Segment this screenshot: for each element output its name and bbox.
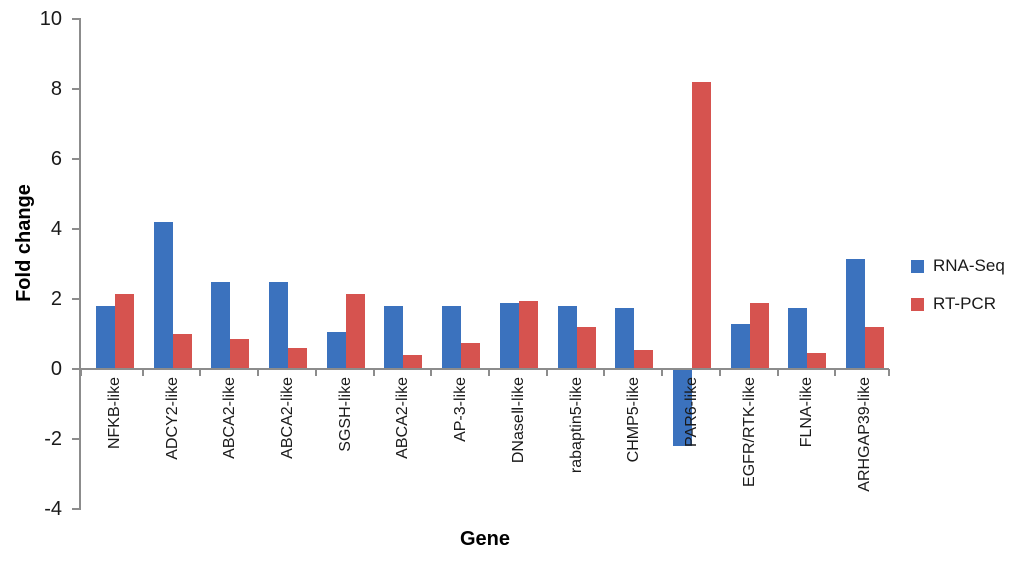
rna-seq-bar-ADCY2-like (153, 222, 173, 369)
x-tick (141, 369, 144, 376)
rt-pcr-bar-AP-3-like (461, 342, 481, 369)
rna-seq-bar-DNaseⅡ-like (499, 302, 519, 369)
x-tick (257, 369, 260, 376)
x-tick (834, 369, 837, 376)
x-category-label: SGSH-like (336, 377, 354, 452)
rt-pcr-bar-SGSH-like (345, 293, 365, 369)
y-tick (72, 228, 79, 230)
x-tick (661, 369, 664, 376)
x-tick (314, 369, 317, 376)
y-tick-label: 2 (50, 288, 62, 310)
y-tick (72, 88, 79, 90)
x-category-label: rabaptin5-like (567, 377, 585, 474)
x-tick (545, 369, 548, 376)
y-tick (72, 158, 79, 160)
x-category-label: EGFR/RTK-like (740, 377, 758, 487)
y-tick-label: -4 (44, 498, 62, 520)
y-tick-label: 10 (39, 8, 62, 30)
x-category-label: AP-3-like (452, 377, 470, 442)
x-category-label: ARHGAP39-like (856, 377, 874, 492)
rna-seq-bar-FLNA-like (788, 307, 808, 369)
x-category-label: ABCA2-like (279, 377, 296, 459)
rna-seq-bar-EGFR/RTK-like (730, 323, 750, 369)
x-tick (776, 369, 779, 376)
y-axis-line (79, 18, 81, 510)
rt-pcr-bar-FLNA-like (807, 353, 827, 369)
y-tick (72, 368, 79, 370)
legend: RNA-Seq RT-PCR (911, 256, 1005, 332)
y-tick (72, 438, 79, 440)
rt-pcr-bar-NFKB-like (114, 293, 134, 369)
rt-pcr-bar-ARHGAP39-like (865, 327, 885, 369)
rt-pcr-bar-PAR6-like (692, 82, 711, 369)
rna-seq-bar-NFKB-like (95, 306, 115, 369)
legend-label-rna-seq: RNA-Seq (933, 256, 1005, 275)
rt-pcr-bar-CHMP5-like (634, 349, 654, 369)
y-tick-label: 6 (50, 148, 62, 170)
x-category-label: DNaseⅡ-like (509, 377, 527, 464)
rna-seq-swatch-icon (911, 259, 924, 273)
rna-seq-bar-ARHGAP39-like (846, 258, 866, 369)
rna-seq-bar-rabaptin5-like (557, 306, 577, 369)
x-category-label: ABCA2-like (221, 377, 239, 459)
x-tick (888, 369, 890, 376)
rna-seq-bar-ABCA2-like (211, 281, 231, 369)
x-category-label: FLNA-like (798, 377, 816, 448)
rna-seq-bar-ABCA2-like (269, 281, 288, 369)
x-category-label: NFKB-like (105, 377, 123, 450)
x-tick (430, 369, 433, 376)
rt-pcr-bar-ADCY2-like (172, 334, 192, 369)
y-tick-label: 8 (50, 78, 62, 100)
x-tick (603, 369, 606, 376)
rt-pcr-bar-rabaptin5-like (576, 327, 596, 369)
x-axis-line (79, 368, 889, 370)
x-tick (488, 369, 490, 376)
rna-seq-bar-CHMP5-like (615, 307, 635, 369)
rna-seq-bar-PAR6-like (673, 369, 692, 446)
x-category-label: ADCY2-like (163, 377, 181, 460)
x-category-label: ABCA2-like (394, 377, 412, 459)
y-tick (72, 298, 79, 300)
y-tick-label: 0 (50, 358, 62, 380)
x-tick (718, 369, 721, 376)
rna-seq-bar-AP-3-like (442, 306, 462, 369)
y-tick-label: 4 (50, 218, 62, 240)
x-tick (80, 369, 82, 376)
rt-pcr-bar-DNaseⅡ-like (518, 300, 538, 369)
y-tick (72, 508, 79, 510)
legend-item-rt-pcr: RT-PCR (911, 294, 1005, 314)
rna-seq-bar-SGSH-like (326, 332, 346, 369)
rt-pcr-swatch-icon (911, 297, 924, 311)
legend-label-rt-pcr: RT-PCR (933, 294, 996, 313)
rt-pcr-bar-EGFR/RTK-like (749, 302, 769, 369)
x-tick (199, 369, 202, 376)
rt-pcr-bar-ABCA2-like (403, 355, 423, 369)
rna-seq-bar-ABCA2-like (384, 306, 404, 369)
x-category-label: CHMP5-like (625, 377, 643, 463)
rt-pcr-bar-ABCA2-like (288, 348, 307, 369)
y-tick-label: -2 (44, 428, 62, 450)
legend-item-rna-seq: RNA-Seq (911, 256, 1005, 276)
x-category-label: PAR6-like (683, 377, 700, 447)
x-tick (372, 369, 375, 376)
rt-pcr-bar-ABCA2-like (230, 339, 250, 369)
x-axis-title: Gene (459, 528, 511, 550)
y-tick (72, 18, 79, 20)
